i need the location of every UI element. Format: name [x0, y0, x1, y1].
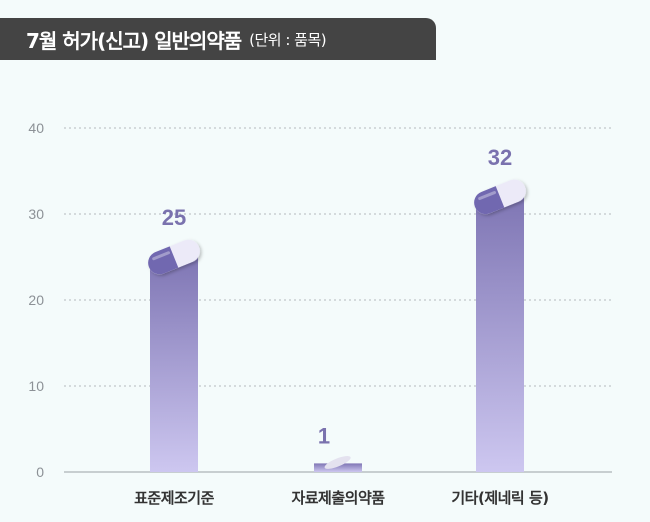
chart-unit-label: (단위 : 품목): [249, 30, 327, 49]
capsule-body: [324, 456, 351, 469]
y-tick-label: 40: [28, 120, 44, 136]
capsule-highlight: [152, 251, 171, 261]
bars: 25 1 32: [148, 145, 526, 473]
y-tick-label: 20: [28, 292, 44, 308]
capsule-icon: [474, 179, 526, 215]
y-tick-label: 0: [36, 464, 44, 480]
bar: [476, 196, 524, 473]
chart-title: 7월 허가(신고) 일반의약품: [26, 28, 242, 53]
capsule-highlight: [478, 191, 497, 201]
value-label: 32: [488, 145, 512, 170]
gridlines: [64, 127, 612, 473]
capsule-half: [474, 186, 505, 215]
y-tick-label: 30: [28, 206, 44, 222]
capsule-half: [148, 246, 179, 275]
category-label: 기타(제네릭 등): [451, 489, 548, 507]
x-axis-labels: 표준제조기준 자료제출의약품 기타(제네릭 등): [134, 489, 549, 507]
category-label: 표준제조기준: [134, 489, 215, 507]
value-label: 1: [318, 423, 330, 448]
capsule-icon: [324, 456, 351, 469]
category-label: 자료제출의약품: [291, 489, 385, 507]
chart-title-bar: 7월 허가(신고) 일반의약품 (단위 : 품목): [0, 18, 436, 60]
bar: [314, 463, 362, 472]
capsule-icon: [148, 239, 200, 275]
y-tick-label: 10: [28, 378, 44, 394]
y-axis-ticks: 0 10 20 30 40: [28, 120, 44, 480]
value-label: 25: [162, 205, 186, 230]
bar: [150, 257, 198, 472]
